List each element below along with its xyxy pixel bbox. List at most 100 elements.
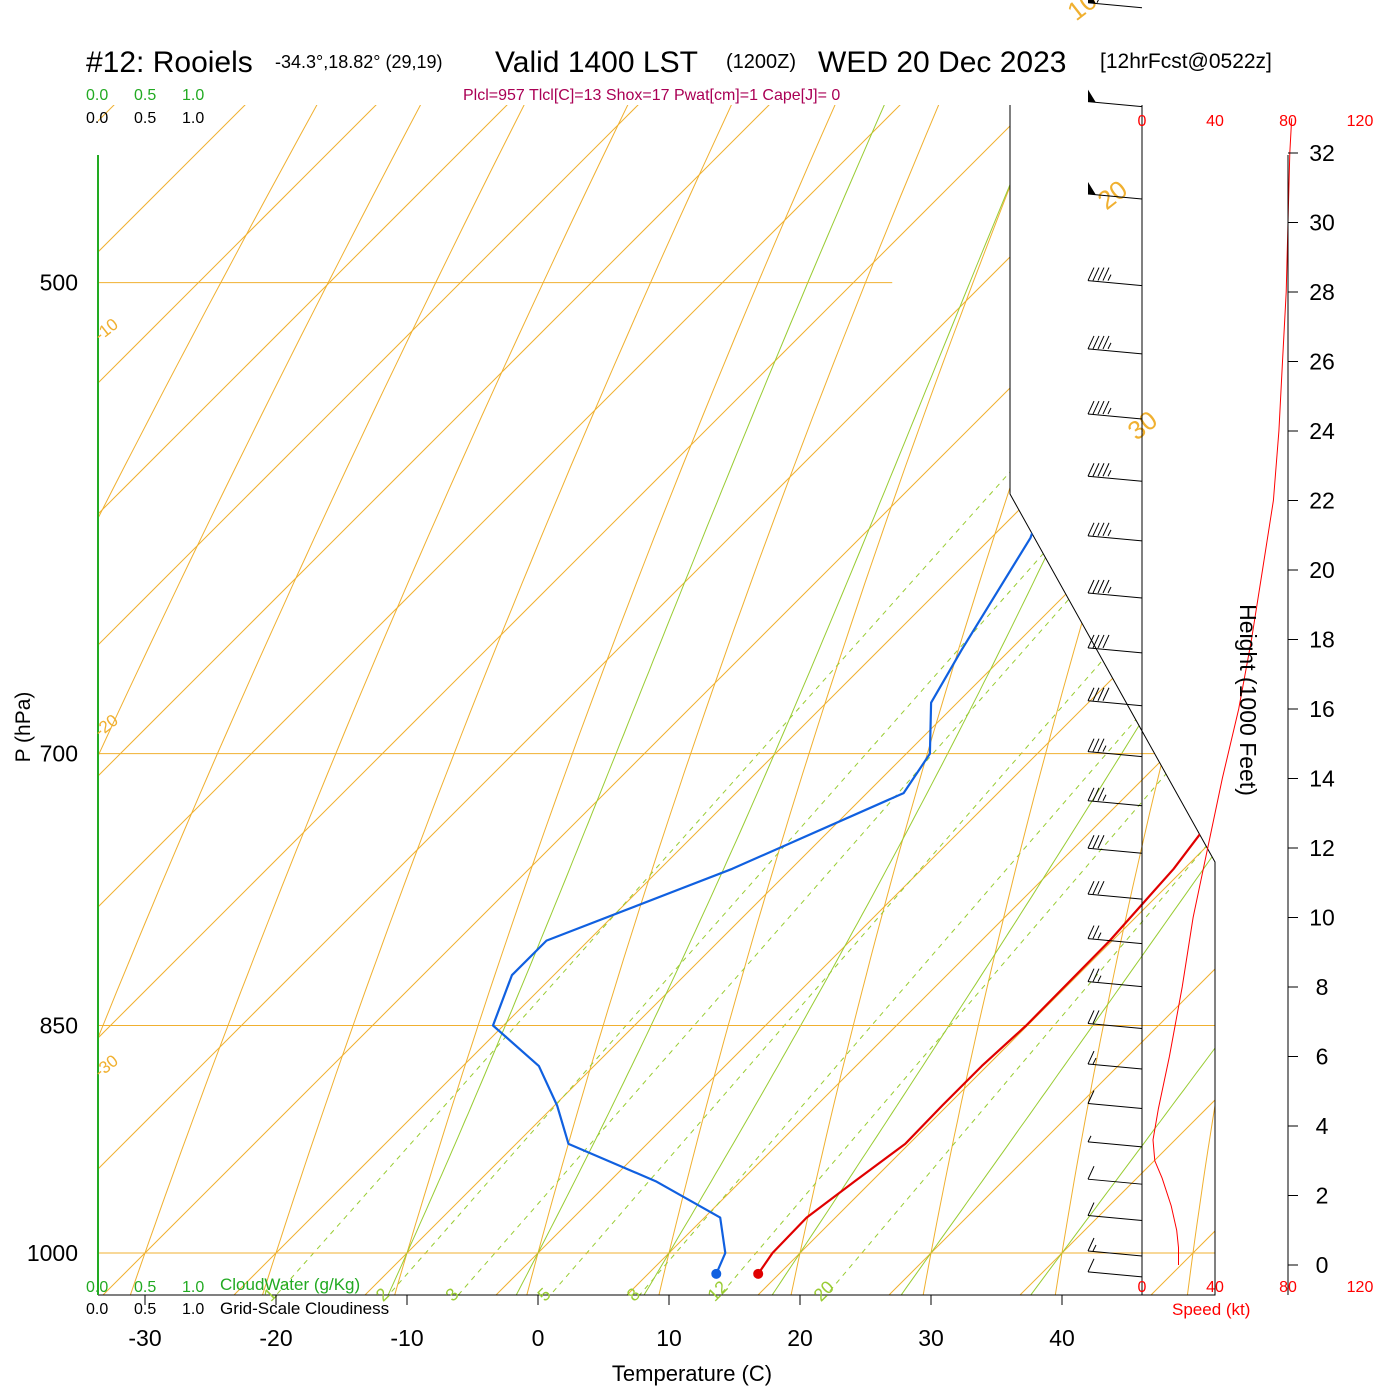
- isotherm: [98, 105, 1215, 1295]
- valid-date: WED 20 Dec 2023: [818, 46, 1066, 79]
- pressure-tick-label: 500: [40, 270, 78, 296]
- height-tick-label: 4: [1316, 1113, 1329, 1139]
- height-tick-label: 18: [1309, 627, 1335, 653]
- temperature-line: [757, 105, 1215, 1275]
- dry-adiabat: [107, 105, 1045, 1295]
- x-axis-title: Temperature (C): [612, 1361, 772, 1386]
- y-axis-title: P (hPa): [12, 692, 35, 763]
- station-coords: -34.3°,18.82° (29,19): [275, 52, 443, 72]
- height-tick-label: 20: [1309, 557, 1335, 583]
- isotherm: [98, 105, 1215, 1295]
- height-tick-label: 22: [1309, 488, 1335, 514]
- wind-barb: [1087, 880, 1143, 900]
- wind-barb: [1087, 89, 1143, 108]
- wind-barb: [1087, 835, 1143, 854]
- wind-barb: [1087, 463, 1143, 482]
- wind-barb: [1087, 267, 1143, 287]
- stability-indices: Plcl=957 Tlcl[C]=13 Shox=17 Pwat[cm]=1 C…: [463, 87, 840, 104]
- mixing-ratio-line: [628, 105, 1215, 1295]
- isotherm: [98, 105, 1215, 1295]
- mixing-ratio-line: [538, 105, 1215, 1295]
- dry-adiabat: [1178, 105, 1215, 1295]
- pressure-tick-label: 1000: [27, 1240, 78, 1266]
- wind-barb: [1087, 1237, 1143, 1257]
- dry-adiabat: [643, 105, 1215, 1295]
- height-axis-title: Height (1000 Feet): [1235, 604, 1261, 796]
- wind-barb: [1087, 1165, 1143, 1185]
- moist-adiabat: [481, 105, 1215, 1295]
- valid-zulu: (1200Z): [726, 51, 796, 73]
- axes: 2503004005007008501000-30-20-10010203040…: [27, 140, 1335, 1351]
- cloudiness-label: Grid-Scale Cloudiness: [220, 1299, 389, 1318]
- isotherm: [429, 105, 1215, 1295]
- mixing-ratio-line: [446, 105, 1215, 1295]
- moist-adiabat: [604, 105, 1215, 1295]
- wind-barb: [1087, 335, 1143, 355]
- height-tick-label: 24: [1309, 418, 1335, 444]
- cloud-water-tick-bottom: 0.0: [86, 1279, 108, 1296]
- dry-adiabat: [98, 105, 957, 1295]
- cloud-water-tick-top: 1.0: [182, 87, 204, 104]
- wind-barb: [1087, 181, 1143, 200]
- pressure-tick-label: 850: [40, 1012, 78, 1038]
- height-tick-label: 28: [1309, 279, 1335, 305]
- wind-barb: [1087, 400, 1143, 420]
- height-tick-label: 12: [1309, 835, 1335, 861]
- isobar-lines: [98, 282, 1215, 1254]
- cloud-water-tick-bottom: 0.5: [134, 1279, 156, 1296]
- cloud-water-tick-top: 0.5: [134, 87, 156, 104]
- wind-barb: [1087, 738, 1143, 758]
- height-tick-label: 6: [1316, 1044, 1329, 1070]
- wind-barb: [1087, 1090, 1143, 1109]
- wind-barb: [1087, 787, 1143, 807]
- wind-barb: [1087, 522, 1143, 542]
- mixing-ratio-line: [376, 105, 1215, 1295]
- cloudiness-tick-bottom: 0.0: [86, 1301, 108, 1318]
- valid-time: Valid 1400 LST: [495, 46, 698, 79]
- forecast-label: [12hrFcst@0522z]: [1100, 50, 1272, 73]
- dry-adiabat: [241, 105, 1133, 1295]
- pressure-tick-label: 700: [40, 741, 78, 767]
- height-tick-label: 2: [1316, 1183, 1329, 1209]
- plot-frame: [97, 105, 1216, 1296]
- wind-barb: [1087, 0, 1143, 9]
- dry-adiabat: [375, 105, 1215, 1295]
- cloudiness-tick-top: 0.0: [86, 110, 108, 127]
- isotherm: [560, 105, 1215, 1295]
- cloud-water-label: CloudWater (g/Kg): [220, 1275, 360, 1294]
- isotherm: [98, 105, 1215, 1295]
- dry-adiabat: [911, 105, 1215, 1295]
- speed-tick-bottom: 120: [1347, 1279, 1374, 1296]
- moist-adiabat: [853, 105, 1215, 1295]
- height-tick-label: 0: [1316, 1252, 1329, 1278]
- height-tick-label: 16: [1309, 696, 1335, 722]
- wind-barb: [1087, 634, 1143, 654]
- cloudiness-tick-bottom: 0.5: [134, 1301, 156, 1318]
- temperature-tick-label: 10: [656, 1325, 682, 1351]
- dewpoint-line-surface-dot: [711, 1268, 722, 1279]
- temperature-line-surface-dot: [753, 1268, 764, 1279]
- cloudiness-tick-top: 0.5: [134, 110, 156, 127]
- isotherm: [98, 105, 1215, 1295]
- wind-barb: [1087, 687, 1143, 707]
- isotherm: [98, 105, 1215, 1295]
- wind-barb: [1087, 1135, 1143, 1148]
- height-tick-label: 26: [1309, 349, 1335, 375]
- speed-tick-top: 0: [1138, 113, 1147, 130]
- cloudiness-tick-top: 1.0: [182, 110, 204, 127]
- moist-adiabat: [357, 105, 1215, 1295]
- isotherm: [822, 105, 1215, 1295]
- isotherm: [298, 105, 1215, 1295]
- temperature-tick-label: -10: [390, 1325, 423, 1351]
- temperature-tick-label: 40: [1049, 1325, 1075, 1351]
- speed-tick-top: 120: [1347, 113, 1374, 130]
- isotherm: [98, 105, 1170, 1295]
- wind-speed-line: [1152, 118, 1293, 1265]
- height-tick-label: 30: [1309, 210, 1335, 236]
- temperature-tick-label: 30: [918, 1325, 944, 1351]
- dry-adiabat: [777, 105, 1215, 1295]
- speed-tick-bottom: 80: [1279, 1279, 1297, 1296]
- cloudiness-tick-bottom: 1.0: [182, 1301, 204, 1318]
- wind-barb: [1087, 968, 1143, 988]
- temperature-tick-label: -20: [259, 1325, 292, 1351]
